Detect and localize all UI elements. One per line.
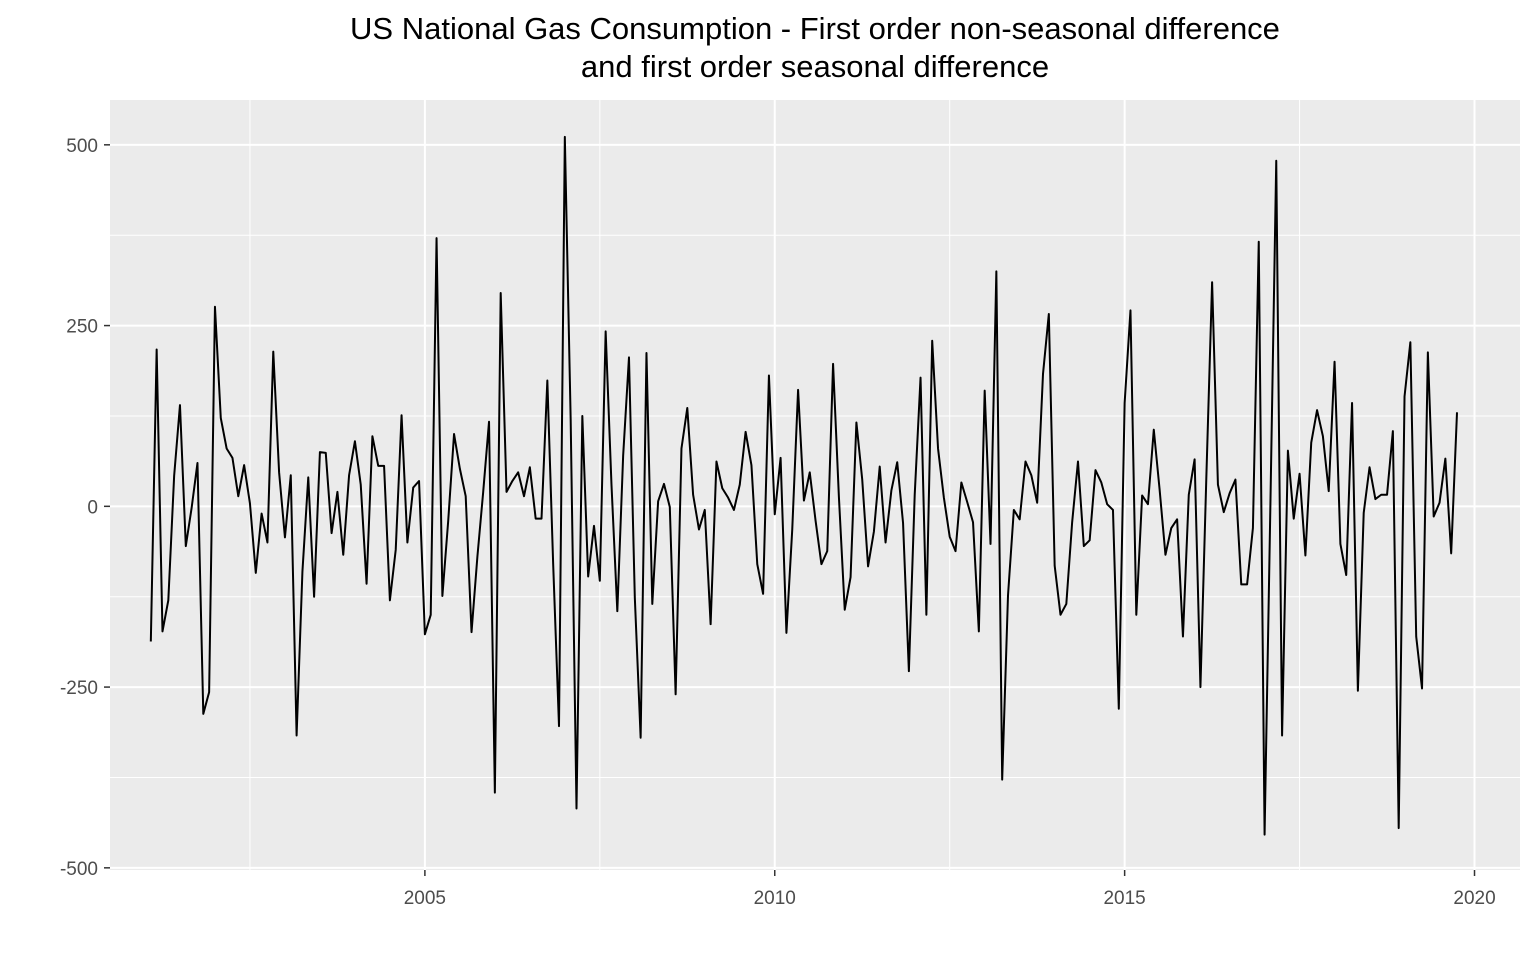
series-line [149,135,1459,836]
x-tick-label: 2010 [754,888,796,909]
y-tick-label: -250 [60,678,98,699]
major-gridlines [110,100,1520,870]
y-tick-label: 500 [66,136,98,157]
chart-title-line1: US National Gas Consumption - First orde… [350,11,1280,46]
y-tick-label: 250 [66,317,98,338]
y-axis: 500 250 0 -250 -500 [60,136,110,880]
chart-subtitle: and first order seasonal difference [580,49,1050,84]
x-tick-label: 2020 [1453,888,1495,909]
plot-panel [110,100,1520,870]
x-tick-label: 2005 [404,888,446,909]
chart-title: US National Gas Consumption - First orde… [110,10,1520,86]
x-axis: 2005 2010 2015 2020 [404,870,1496,909]
x-tick-label: 2015 [1103,888,1145,909]
y-tick-label: 0 [87,497,98,518]
y-tick-label: -500 [60,859,98,880]
